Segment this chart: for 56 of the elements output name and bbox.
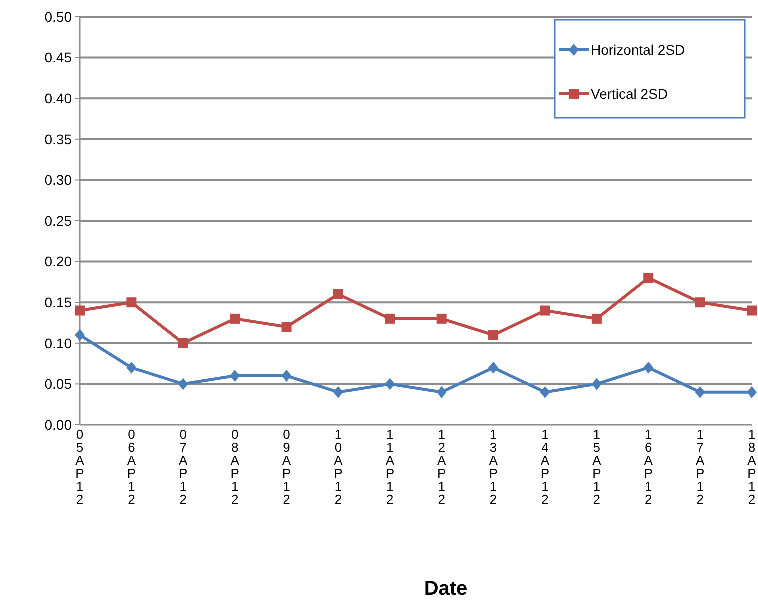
point bbox=[126, 298, 137, 308]
x-axis-title: Date bbox=[424, 578, 468, 600]
x-tick-label: 09AP12 bbox=[282, 427, 292, 507]
x-tick-label: 14AP12 bbox=[540, 427, 550, 507]
x-tick-label: 17AP12 bbox=[696, 427, 705, 507]
point bbox=[488, 362, 499, 374]
point bbox=[333, 289, 344, 300]
point bbox=[540, 386, 550, 398]
point bbox=[385, 314, 396, 324]
point bbox=[540, 306, 550, 316]
point bbox=[488, 330, 499, 340]
y-tick-label: 0.15 bbox=[44, 294, 72, 310]
y-tick-label: 0.00 bbox=[44, 416, 72, 433]
point bbox=[592, 314, 602, 324]
y-tick-label: 0.30 bbox=[44, 172, 72, 188]
point bbox=[592, 378, 602, 390]
x-tick-label: 05AP12 bbox=[76, 427, 85, 507]
point bbox=[282, 322, 292, 332]
point bbox=[747, 306, 757, 316]
y-tick-label: 0.10 bbox=[44, 335, 72, 352]
legend-label: Horizontal 2SD bbox=[591, 42, 686, 58]
point bbox=[385, 378, 396, 390]
point bbox=[333, 386, 344, 398]
point bbox=[75, 329, 85, 342]
y-tick-label: 0.05 bbox=[44, 376, 72, 392]
point bbox=[126, 362, 137, 374]
x-tick-label: 10AP12 bbox=[334, 427, 344, 507]
point bbox=[436, 386, 447, 398]
y-tick-label: 0.45 bbox=[44, 50, 72, 66]
x-tick-label: 12AP12 bbox=[438, 427, 447, 507]
y-tick-label: 0.40 bbox=[44, 90, 72, 106]
point bbox=[644, 362, 654, 374]
x-tick-label: 15AP12 bbox=[592, 427, 602, 507]
legend-label: Vertical 2SD bbox=[591, 86, 668, 102]
x-tick-label: 16AP12 bbox=[644, 427, 654, 507]
point bbox=[230, 314, 240, 324]
y-tick-label: 0.25 bbox=[44, 212, 72, 229]
point bbox=[178, 378, 188, 390]
point bbox=[695, 298, 706, 308]
y-tick-label: 0.50 bbox=[44, 8, 72, 25]
point bbox=[178, 338, 188, 348]
point bbox=[436, 314, 447, 324]
point bbox=[282, 370, 292, 382]
x-tick-label: 08AP12 bbox=[230, 427, 240, 507]
x-tick-label: 11AP12 bbox=[386, 427, 395, 507]
point bbox=[230, 370, 240, 382]
point bbox=[695, 386, 706, 398]
x-tick-label: 18AP12 bbox=[748, 427, 757, 507]
point bbox=[75, 306, 85, 316]
y-tick-label: 0.35 bbox=[44, 131, 72, 148]
x-tick-label: 06AP12 bbox=[127, 427, 136, 507]
point bbox=[747, 386, 757, 398]
x-tick-label: 07AP12 bbox=[179, 427, 188, 507]
x-tick-label: 13AP12 bbox=[489, 427, 498, 507]
point bbox=[644, 273, 654, 284]
y-tick-label: 0.20 bbox=[44, 254, 72, 270]
